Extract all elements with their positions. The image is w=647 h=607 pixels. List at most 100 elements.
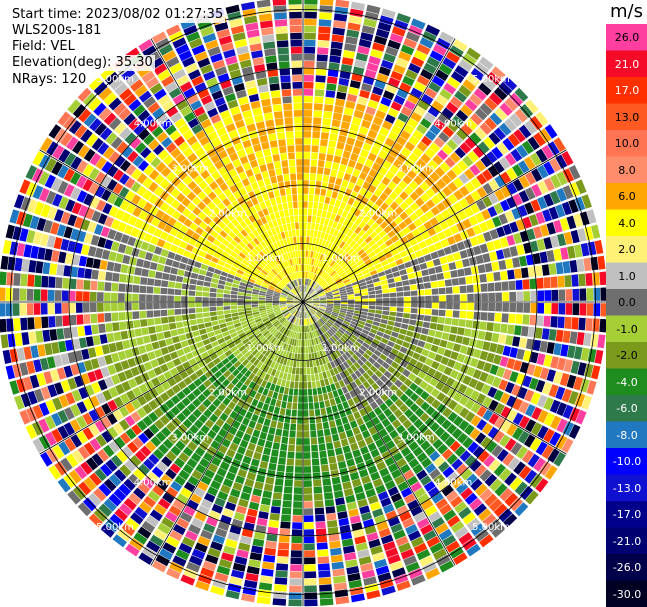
gate-cell xyxy=(311,265,315,273)
gate-cell xyxy=(443,228,453,238)
gate-cell xyxy=(331,335,338,342)
gate-cell xyxy=(389,220,398,230)
gate-cell xyxy=(200,263,209,271)
gate-cell xyxy=(541,328,550,340)
gate-cell xyxy=(295,459,303,466)
gate-cell xyxy=(393,253,402,261)
gate-cell xyxy=(278,414,285,423)
gate-cell xyxy=(305,302,313,305)
gate-cell xyxy=(413,376,423,386)
gate-cell xyxy=(478,141,490,154)
gate-cell xyxy=(373,188,383,198)
gate-cell xyxy=(328,176,336,184)
gate-cell xyxy=(252,166,261,175)
gate-cell xyxy=(213,473,224,484)
gate-cell xyxy=(524,120,538,135)
gate-cell xyxy=(160,426,172,438)
gate-cell xyxy=(354,217,362,226)
gate-cell xyxy=(190,325,199,332)
gate-cell xyxy=(591,365,601,380)
gate-cell xyxy=(163,370,173,380)
gate-cell xyxy=(189,319,197,326)
gate-cell xyxy=(509,246,519,257)
gate-cell xyxy=(411,296,418,302)
gate-cell xyxy=(350,364,358,372)
gate-cell xyxy=(333,20,347,29)
gate-cell xyxy=(172,428,183,439)
gate-cell xyxy=(226,382,235,391)
gate-cell xyxy=(460,468,473,481)
gate-cell xyxy=(398,51,412,62)
gate-cell xyxy=(216,349,224,357)
gate-cell xyxy=(419,181,430,192)
gate-cell xyxy=(133,487,146,500)
gate-cell xyxy=(354,256,362,263)
gate-cell xyxy=(181,283,190,290)
gate-cell xyxy=(474,528,490,542)
gate-cell xyxy=(209,336,217,343)
gate-cell xyxy=(479,102,493,116)
gate-cell xyxy=(368,294,376,299)
gate-cell xyxy=(387,320,395,326)
gate-cell xyxy=(487,386,498,398)
gate-cell xyxy=(292,508,303,516)
gate-cell xyxy=(382,288,390,294)
gate-cell xyxy=(340,295,348,298)
gate-cell xyxy=(303,480,312,487)
gate-cell xyxy=(277,363,283,371)
gate-cell xyxy=(293,494,303,501)
gate-cell xyxy=(303,292,306,300)
gate-cell xyxy=(429,377,439,387)
gate-cell xyxy=(428,511,441,523)
gate-cell xyxy=(367,386,375,395)
gate-cell xyxy=(458,532,473,545)
gate-cell xyxy=(306,243,309,251)
gate-cell xyxy=(445,490,459,503)
gate-cell xyxy=(354,329,362,335)
gate-cell xyxy=(559,372,570,387)
gate-cell xyxy=(539,128,552,143)
gate-cell xyxy=(309,265,313,272)
gate-cell xyxy=(493,87,508,101)
gate-cell xyxy=(399,191,409,201)
gate-cell xyxy=(310,430,317,438)
gate-cell xyxy=(305,303,311,308)
gate-cell xyxy=(249,389,257,398)
gate-cell xyxy=(160,302,167,309)
gate-cell xyxy=(75,303,83,313)
gate-cell xyxy=(321,125,331,133)
gate-cell xyxy=(147,351,156,361)
gate-cell xyxy=(382,120,393,131)
gate-cell xyxy=(342,150,351,159)
gate-cell xyxy=(386,324,394,331)
gate-cell xyxy=(318,372,324,380)
gate-cell xyxy=(215,527,228,538)
gate-cell xyxy=(443,325,451,333)
gate-cell xyxy=(394,206,404,216)
gate-cell xyxy=(264,199,272,208)
gate-cell xyxy=(74,375,84,388)
gate-cell xyxy=(397,245,405,253)
gate-cell xyxy=(295,318,299,325)
gate-cell xyxy=(170,329,178,337)
gate-cell xyxy=(414,386,424,396)
gate-cell xyxy=(58,394,69,408)
gate-cell xyxy=(91,381,102,394)
gate-cell xyxy=(315,359,320,367)
gate-cell xyxy=(165,258,174,267)
gate-cell xyxy=(133,532,148,545)
gate-cell xyxy=(518,401,530,414)
gate-cell xyxy=(427,106,440,118)
gate-cell xyxy=(335,332,342,339)
gate-cell xyxy=(423,481,436,492)
gate-cell xyxy=(421,327,429,335)
gate-cell xyxy=(421,364,430,373)
gate-cell xyxy=(515,280,523,290)
gate-cell xyxy=(375,378,384,387)
gate-cell xyxy=(280,365,286,373)
gate-cell xyxy=(337,317,344,323)
gate-cell xyxy=(281,309,288,313)
gate-cell xyxy=(278,542,290,550)
gate-cell xyxy=(434,265,443,274)
gate-cell xyxy=(325,310,332,315)
